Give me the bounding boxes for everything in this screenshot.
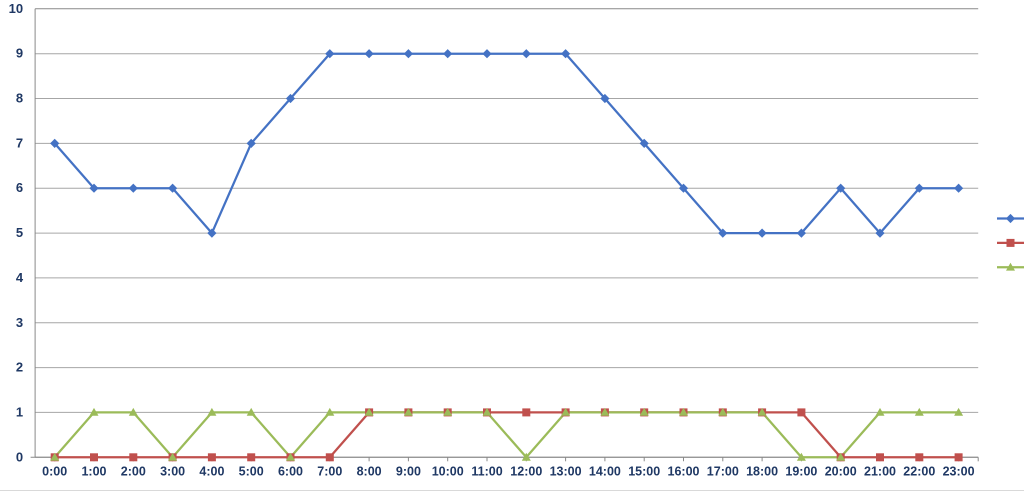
svg-text:18:00: 18:00 — [746, 464, 778, 478]
svg-text:4: 4 — [16, 270, 24, 285]
svg-text:2: 2 — [16, 360, 23, 375]
svg-text:3: 3 — [16, 315, 23, 330]
svg-text:8: 8 — [16, 91, 23, 106]
svg-text:4:00: 4:00 — [199, 464, 224, 478]
svg-text:23:00: 23:00 — [943, 464, 975, 478]
svg-text:2:00: 2:00 — [121, 464, 146, 478]
svg-text:15:00: 15:00 — [628, 464, 660, 478]
svg-text:6:00: 6:00 — [278, 464, 303, 478]
svg-text:0:00: 0:00 — [42, 464, 67, 478]
svg-text:10: 10 — [9, 1, 23, 16]
svg-text:7:00: 7:00 — [317, 464, 342, 478]
svg-text:12:00: 12:00 — [510, 464, 542, 478]
svg-text:0: 0 — [16, 449, 23, 464]
svg-text:17:00: 17:00 — [707, 464, 739, 478]
svg-text:16:00: 16:00 — [668, 464, 700, 478]
svg-text:3:00: 3:00 — [160, 464, 185, 478]
svg-text:6: 6 — [16, 180, 23, 195]
svg-text:13:00: 13:00 — [550, 464, 582, 478]
svg-text:14:00: 14:00 — [589, 464, 621, 478]
svg-text:11:00: 11:00 — [471, 464, 502, 478]
svg-text:21:00: 21:00 — [864, 464, 896, 478]
svg-text:5: 5 — [16, 225, 23, 240]
svg-text:19:00: 19:00 — [785, 464, 817, 478]
svg-text:9:00: 9:00 — [396, 464, 421, 478]
svg-text:20:00: 20:00 — [825, 464, 857, 478]
svg-text:8:00: 8:00 — [357, 464, 382, 478]
svg-text:9: 9 — [16, 46, 23, 61]
svg-text:1:00: 1:00 — [81, 464, 106, 478]
svg-text:5:00: 5:00 — [239, 464, 264, 478]
svg-text:22:00: 22:00 — [903, 464, 935, 478]
svg-text:7: 7 — [16, 135, 23, 150]
svg-text:1: 1 — [16, 404, 23, 419]
svg-text:10:00: 10:00 — [432, 464, 464, 478]
